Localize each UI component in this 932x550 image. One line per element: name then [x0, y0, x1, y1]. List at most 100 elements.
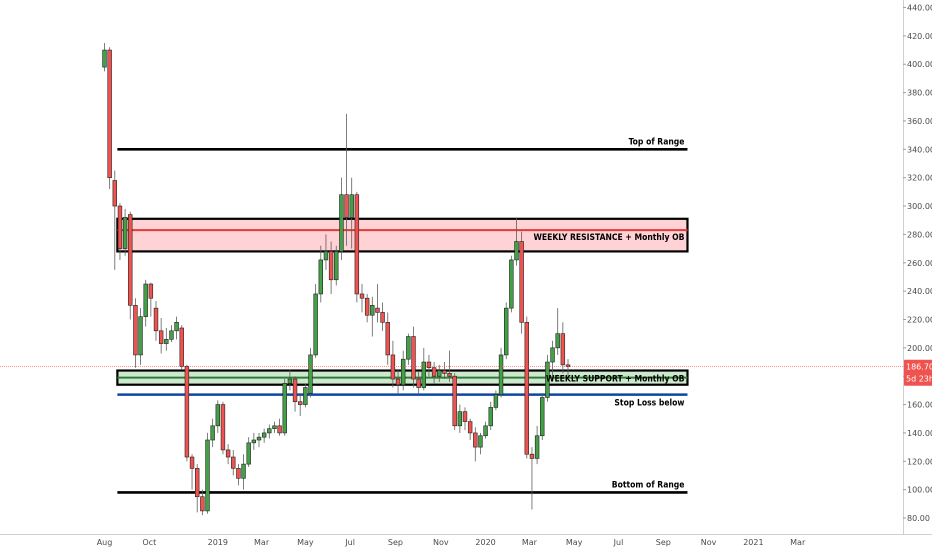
candle-body [128, 214, 133, 306]
candle-body [473, 432, 478, 448]
y-tick-label: 200.00 [907, 344, 932, 353]
candle-body [509, 259, 514, 309]
bar-countdown: 5d 23h [906, 375, 932, 384]
candle-body [395, 378, 401, 386]
candle-body [380, 312, 385, 323]
candle-body [195, 468, 200, 498]
x-tick-label: Jul [613, 538, 624, 547]
candle-body [452, 375, 457, 427]
zone-label: WEEKLY SUPPORT + Monthly OB [546, 375, 685, 385]
level-label: Top of Range [629, 137, 685, 147]
candle-body [555, 333, 560, 349]
last-price-value: 186.70 [906, 363, 932, 372]
y-tick-label: 320.00 [907, 174, 932, 183]
candle-body [277, 425, 282, 434]
x-axis[interactable]: Aug Oct 2019 Mar May Jul Sep Nov 2020 Mar May Jul Se… [0, 534, 932, 548]
annotations: WEEKLY RESISTANCE + Monthly OB WEEKLY SUP… [533, 137, 684, 490]
candle-body [174, 322, 179, 332]
candles [102, 42, 571, 516]
candle-body [478, 435, 483, 448]
candle-body [200, 496, 205, 512]
candle-body [267, 428, 272, 434]
x-tick-label: Mar [790, 538, 806, 547]
candle-body [534, 435, 540, 459]
price-badge-bg [904, 359, 932, 386]
zone-label: WEEKLY RESISTANCE + Monthly OB [533, 233, 684, 243]
candle-body [143, 283, 148, 317]
x-tick-label: Mar [522, 538, 538, 547]
candle-body [256, 436, 262, 441]
candle-body [349, 194, 354, 218]
level-label: Bottom of Range [612, 480, 685, 490]
candle-body [493, 394, 499, 408]
candle-body [210, 425, 215, 441]
candle-body [328, 251, 334, 281]
candle-body [153, 307, 159, 332]
candle-body [241, 463, 246, 479]
candle-body [303, 387, 308, 405]
candle-body [503, 307, 509, 356]
candle-body [529, 453, 535, 459]
candle-body [313, 293, 318, 356]
candle-body [385, 322, 390, 356]
candle-body [400, 358, 406, 386]
candle-body [550, 347, 555, 363]
levels [117, 148, 688, 494]
last-price-badge: 186.70 5d 23h [904, 359, 932, 386]
candle-body [107, 49, 112, 178]
candle-body [122, 217, 128, 249]
candle-body [261, 432, 267, 438]
candle-body [102, 49, 107, 68]
candle-body [251, 439, 257, 444]
candle-body [560, 333, 566, 366]
candle-body [169, 330, 174, 340]
candle-body [411, 336, 416, 380]
candle-body [483, 425, 488, 437]
candle-body [421, 361, 426, 388]
candle-body [236, 468, 241, 479]
y-tick-label: 140.00 [907, 429, 932, 438]
candle-body [158, 330, 164, 344]
x-tick-label: Jul [344, 538, 355, 547]
candle-body [308, 354, 313, 394]
x-tick-label: Sep [656, 538, 671, 547]
candle-body [138, 316, 143, 356]
candle-body [514, 241, 519, 261]
candle-body [334, 251, 339, 281]
y-tick-label: 240.00 [907, 287, 932, 296]
candle-body [272, 425, 277, 429]
candle-body [462, 411, 468, 422]
candle-body [359, 293, 365, 299]
y-tick-label: 420.00 [907, 32, 932, 41]
candle-body [540, 397, 545, 437]
candle-body [488, 407, 493, 427]
candle-body [370, 304, 375, 316]
candle-body [148, 283, 154, 299]
candle-body [498, 354, 504, 395]
y-tick-label: 360.00 [907, 117, 932, 126]
candle-body [225, 449, 231, 458]
candle-body [164, 339, 169, 344]
level-label: Stop Loss below [614, 399, 684, 409]
candle-body [447, 373, 452, 377]
candle-body [416, 378, 421, 388]
y-tick-label: 120.00 [907, 457, 932, 466]
x-tick-label: 2021 [743, 538, 763, 547]
candle-body [354, 194, 360, 295]
candle-body [344, 194, 349, 218]
candle-body [426, 361, 432, 368]
candle-body [524, 322, 530, 455]
candle-body [231, 456, 236, 469]
y-tick-label: 260.00 [907, 259, 932, 268]
candle-body [318, 259, 323, 295]
candle-body [339, 194, 344, 252]
y-tick-label: 220.00 [907, 315, 932, 324]
y-axis[interactable]: 80.00100.00120.00140.00160.00180.00200.0… [903, 0, 932, 534]
candle-body [189, 456, 195, 469]
candle-body [215, 404, 220, 427]
y-tick-label: 440.00 [907, 4, 932, 13]
y-tick-label: 300.00 [907, 202, 932, 211]
x-tick-label: Aug [97, 538, 113, 547]
y-tick-label: 280.00 [907, 230, 932, 239]
